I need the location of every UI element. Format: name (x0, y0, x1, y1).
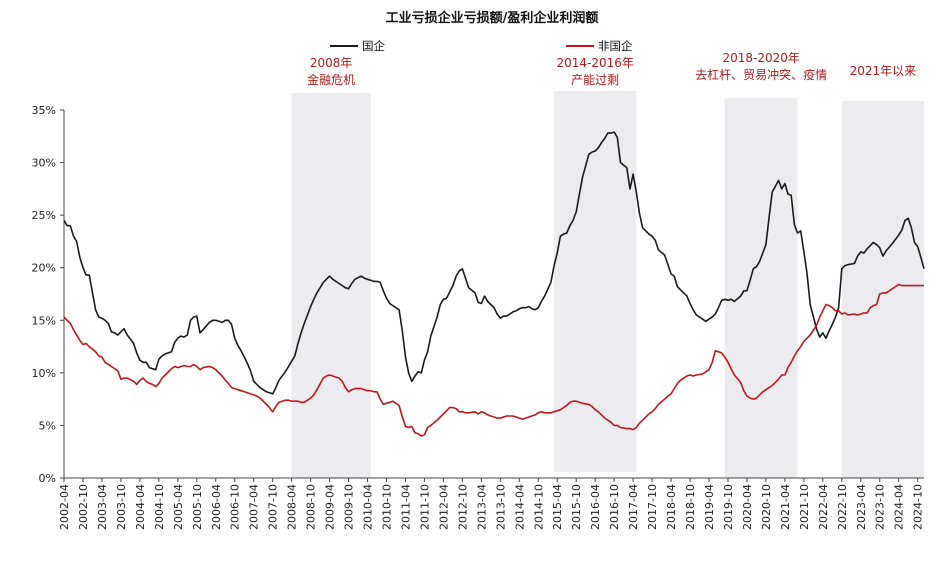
x-tick-label: 2019-10 (722, 484, 735, 530)
x-tick-label: 2003-10 (115, 484, 128, 530)
x-tick-label: 2012-10 (456, 484, 469, 530)
x-tick-label: 2023-04 (855, 484, 868, 530)
shaded-period (724, 98, 798, 478)
x-tick-label: 2012-04 (437, 484, 450, 530)
x-tick-label: 2010-10 (381, 484, 394, 530)
annotation-label: 2008年 (310, 56, 353, 70)
annotation-label: 产能过剩 (571, 73, 619, 87)
x-tick-label: 2021-10 (798, 484, 811, 530)
x-tick-label: 2014-10 (532, 484, 545, 530)
x-tick-label: 2011-10 (418, 484, 431, 530)
x-tick-label: 2013-04 (475, 484, 488, 530)
annotation-label: 2021年以来 (850, 64, 917, 78)
shaded-periods (291, 91, 924, 478)
x-tick-label: 2017-10 (646, 484, 659, 530)
x-tick-label: 2006-04 (210, 484, 223, 530)
x-tick-label: 2002-04 (58, 484, 71, 530)
x-tick-label: 2018-04 (665, 484, 678, 530)
x-tick-label: 2008-10 (305, 484, 318, 530)
x-tick-label: 2004-10 (153, 484, 166, 530)
annotation-label: 金融危机 (307, 72, 355, 87)
axes: 0% 5% 10% 15% 20% 25% 30% 35% 2002-04 2002-10 2003… (32, 104, 925, 530)
x-tick-label: 2016-04 (589, 484, 602, 530)
x-tick-label: 2019-04 (703, 484, 716, 530)
y-tick-label: 35% (32, 104, 56, 117)
x-tick-label: 2010-04 (362, 484, 375, 530)
shaded-period (291, 93, 371, 478)
y-tick-label: 25% (32, 209, 56, 222)
chart-title: 工业亏损企业亏损额/盈利企业利润额 (386, 10, 599, 26)
x-tick-label: 2024-04 (893, 484, 906, 530)
shaded-period (554, 91, 637, 472)
x-tick-label: 2013-10 (494, 484, 507, 530)
series-lines (63, 131, 925, 437)
y-tick-label: 10% (32, 367, 56, 380)
x-tick-label: 2014-04 (513, 484, 526, 530)
y-tick-label: 0% (39, 472, 56, 485)
x-tick-label: 2024-10 (912, 484, 925, 530)
x-tick-label: 2022-10 (836, 484, 849, 530)
legend-item-state: 国企 (330, 39, 385, 53)
x-tick-label: 2009-10 (343, 484, 356, 530)
legend: 国企 非国企 (330, 39, 633, 53)
annotation-label: 2018-2020年 (722, 51, 799, 65)
x-tick-label: 2009-04 (324, 484, 337, 530)
x-tick-label: 2005-04 (172, 484, 185, 530)
x-tick-label: 2003-04 (96, 484, 109, 530)
legend-label-state: 国企 (362, 39, 385, 53)
x-tick-label: 2022-04 (817, 484, 830, 530)
series-line-non-state (63, 283, 924, 437)
x-tick-label: 2015-10 (570, 484, 583, 530)
annotation-label: 2014-2016年 (556, 56, 633, 70)
y-tick-label: 5% (39, 419, 56, 432)
legend-label-non-state: 非国企 (598, 39, 633, 53)
x-tick-label: 2006-10 (229, 484, 242, 530)
y-tick-label: 15% (32, 314, 56, 327)
x-tick-label: 2018-10 (684, 484, 697, 530)
y-tick-label: 30% (32, 157, 56, 170)
x-tick-label: 2002-10 (77, 484, 90, 530)
annotation-label: 去杠杆、贸易冲突、疫情 (695, 67, 827, 82)
shaded-period (841, 101, 924, 478)
x-tick-label: 2008-04 (286, 484, 299, 530)
x-tick-label: 2005-10 (191, 484, 204, 530)
x-tick-label: 2020-04 (741, 484, 754, 530)
x-tick-label: 2023-10 (874, 484, 887, 530)
x-tick-label: 2021-04 (779, 484, 792, 530)
x-tick-label: 2020-10 (760, 484, 773, 530)
x-tick-label: 2004-04 (134, 484, 147, 530)
legend-item-non-state: 非国企 (566, 39, 633, 53)
x-tick-label: 2011-04 (399, 484, 412, 530)
x-tick-label: 2015-04 (551, 484, 564, 530)
x-tick-label: 2016-10 (608, 484, 621, 530)
y-tick-label: 20% (32, 262, 56, 275)
x-tick-label: 2007-10 (267, 484, 280, 530)
x-tick-label: 2007-04 (248, 484, 261, 530)
series-line-state (63, 131, 925, 395)
x-tick-label: 2017-04 (627, 484, 640, 530)
